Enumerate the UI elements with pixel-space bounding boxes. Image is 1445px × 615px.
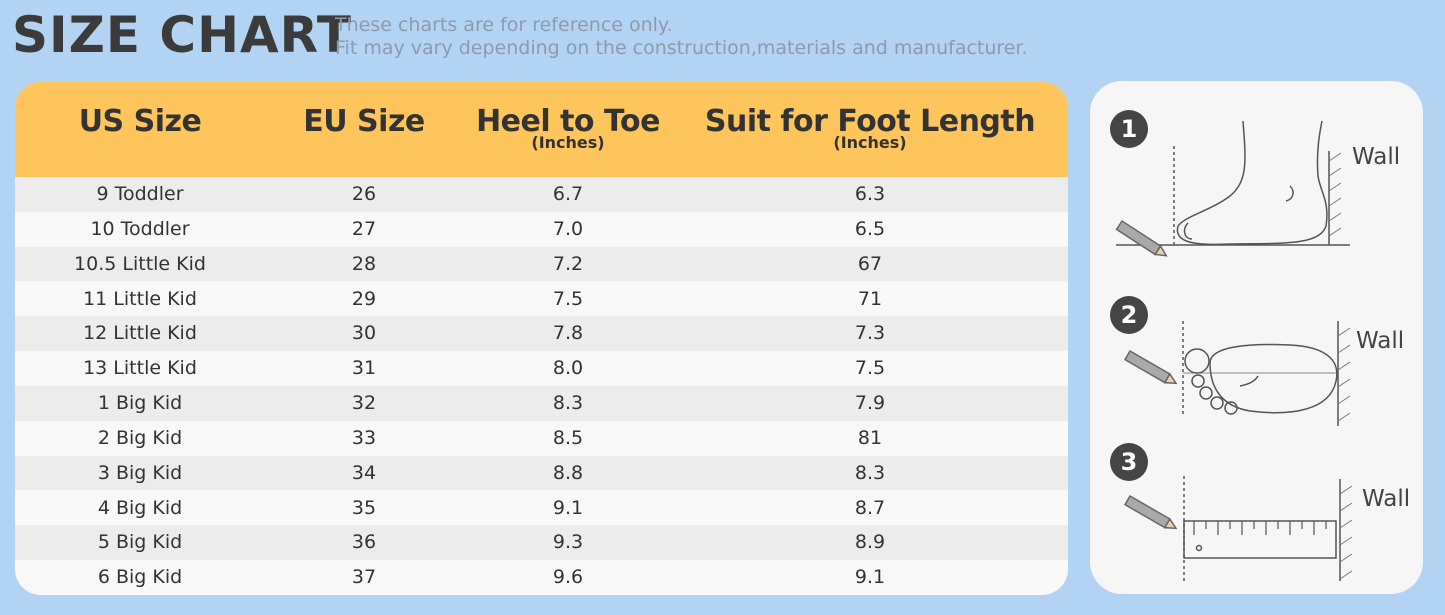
- table-cell: 30: [351, 322, 377, 345]
- measure-panel: 1 Wall 2 Wall 3 Wall: [1090, 81, 1423, 594]
- table-cell: 36: [351, 531, 377, 554]
- column-unit: (Inches): [833, 133, 907, 152]
- table-row: 13 Little Kid 31 8.0 7.5: [15, 351, 1068, 386]
- table-cell: 29: [351, 287, 377, 310]
- table-cell: 6.5: [854, 217, 886, 240]
- table-cell: 12 Little Kid: [83, 322, 197, 345]
- table-cell: 7.5: [854, 357, 886, 380]
- table-cell: 9.6: [552, 566, 584, 589]
- table-cell: 35: [351, 496, 377, 519]
- table-cell: 81: [857, 426, 883, 449]
- table-row: 10 Toddler 27 7.0 6.5: [15, 211, 1068, 247]
- table-cell: 8.7: [854, 496, 886, 519]
- table-cell: 7.2: [552, 252, 584, 275]
- table-cell: 7.0: [552, 217, 584, 240]
- wall-label: Wall: [1362, 486, 1411, 512]
- table-row: 5 Big Kid 36 9.3 8.9: [15, 525, 1068, 561]
- table-row: 12 Little Kid 30 7.8 7.3: [15, 316, 1068, 352]
- column-title: Heel to Toe: [476, 104, 660, 139]
- note: These charts are for reference only.: [335, 14, 673, 36]
- column-header: Heel to Toe (Inches): [388, 104, 748, 152]
- table-cell: 9 Toddler: [96, 183, 184, 205]
- column-header: Suit for Foot Length (Inches): [690, 104, 1050, 152]
- table-row: 1 Big Kid 32 8.3 7.9: [15, 386, 1068, 421]
- table-row: 10.5 Little Kid 28 7.2 67: [15, 246, 1068, 282]
- wall-label: Wall: [1356, 328, 1405, 354]
- table-cell: 7.3: [854, 322, 886, 345]
- table-cell: 8.8: [552, 461, 584, 484]
- table-cell: 37: [351, 566, 377, 589]
- table-cell: 11 Little Kid: [83, 287, 197, 310]
- table-row: 3 Big Kid 34 8.8 8.3: [15, 455, 1068, 491]
- step-number: 2: [1110, 296, 1148, 334]
- table-header: US Size EU Size Heel to Toe (Inches) Suit fo…: [15, 82, 1068, 177]
- note: Fit may vary depending on the constructi…: [335, 37, 1028, 59]
- table-row: 11 Little Kid 29 7.5 71: [15, 281, 1068, 317]
- table-cell: 6.7: [552, 183, 584, 205]
- table-cell: 6.3: [854, 183, 886, 205]
- table-cell: 9.3: [552, 531, 584, 554]
- table-cell: 31: [351, 357, 377, 380]
- title: SIZE CHART: [12, 6, 353, 64]
- table-cell: 7.9: [854, 392, 886, 414]
- table-cell: 10 Toddler: [90, 217, 190, 240]
- table-cell: 71: [857, 287, 883, 310]
- size-table: US Size EU Size Heel to Toe (Inches) Suit fo…: [15, 82, 1068, 595]
- table-cell: 8.5: [552, 426, 584, 449]
- table-cell: 10.5 Little Kid: [74, 252, 206, 275]
- step-number: 3: [1110, 443, 1148, 481]
- table-cell: 9.1: [552, 496, 584, 519]
- column-header: EU Size: [184, 104, 544, 139]
- table-cell: 67: [857, 252, 883, 275]
- column-title: Suit for Foot Length: [704, 104, 1036, 139]
- table-cell: 4 Big Kid: [97, 496, 183, 519]
- table-row: 6 Big Kid 37 9.6 9.1: [15, 560, 1068, 595]
- wall-label: Wall: [1352, 144, 1401, 170]
- table-cell: 26: [351, 183, 377, 205]
- table-cell: 34: [351, 461, 377, 484]
- table-cell: 13 Little Kid: [83, 357, 197, 380]
- table-cell: 8.3: [552, 392, 584, 414]
- table-cell: 5 Big Kid: [97, 531, 183, 554]
- table-row: 9 Toddler 26 6.7 6.3: [15, 177, 1068, 212]
- table-cell: 7.8: [552, 322, 584, 345]
- table-cell: 1 Big Kid: [97, 392, 183, 414]
- table-cell: 6 Big Kid: [97, 566, 183, 589]
- table-cell: 2 Big Kid: [97, 426, 183, 449]
- table-cell: 7.5: [552, 287, 584, 310]
- table-cell: 28: [351, 252, 377, 275]
- column-title: EU Size: [303, 104, 425, 139]
- table-row: 2 Big Kid 33 8.5 81: [15, 420, 1068, 456]
- table-cell: 27: [351, 217, 377, 240]
- table-cell: 3 Big Kid: [97, 461, 183, 484]
- table-row: 4 Big Kid 35 9.1 8.7: [15, 490, 1068, 526]
- illustrations: [1115, 120, 1353, 581]
- table-cell: 32: [351, 392, 377, 414]
- table-cell: 8.9: [854, 531, 886, 554]
- table-cell: 8.0: [552, 357, 584, 380]
- column-unit: (Inches): [531, 133, 605, 152]
- column-header: US Size: [15, 104, 320, 139]
- table-cell: 8.3: [854, 461, 886, 484]
- table-cell: 33: [351, 426, 377, 449]
- table-cell: 9.1: [854, 566, 886, 589]
- step-number: 1: [1110, 110, 1148, 148]
- column-title: US Size: [78, 104, 202, 139]
